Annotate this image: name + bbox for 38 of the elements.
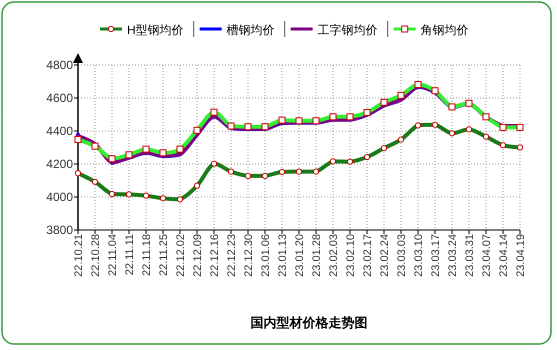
- x-tick-label: 22.11.18: [141, 234, 153, 276]
- y-tick-label: 4800: [46, 58, 74, 72]
- x-tick-label: 22.12.09: [192, 234, 204, 277]
- x-tick-label: 23.04.19: [515, 234, 527, 277]
- x-tick-label: 23.02.03: [328, 234, 340, 277]
- x-tick-label: 23.01.28: [311, 234, 323, 277]
- x-tick-label: 23.03.03: [396, 234, 408, 277]
- x-tick-label: 22.12.30: [243, 234, 255, 277]
- x-tick-label: 22.10.21: [73, 234, 85, 277]
- x-tick-label: 23.02.17: [362, 234, 374, 277]
- x-tick-label: 22.12.23: [226, 234, 238, 277]
- x-tick-label: 22.10.28: [90, 234, 102, 277]
- x-tick-label: 23.03.31: [464, 234, 476, 277]
- x-tick-label: 22.11.11: [124, 234, 136, 276]
- x-tick-label: 23.03.17: [430, 234, 442, 277]
- x-tick-label: 23.02.24: [379, 234, 391, 277]
- y-tick-label: 4600: [46, 91, 74, 105]
- legend-label: 槽钢均价: [226, 23, 275, 37]
- x-tick-label: 22.12.02: [175, 234, 187, 277]
- x-tick-label: 23.02.10: [345, 234, 357, 277]
- x-tick-label: 23.01.13: [277, 234, 289, 277]
- y-tick-label: 4000: [46, 190, 74, 204]
- text: 国内型材价格走势图: [250, 315, 368, 330]
- x-tick-label: 23.03.10: [413, 234, 425, 277]
- x-tick-label: 22.11.04: [107, 234, 119, 276]
- legend-label: H型钢均价: [127, 23, 184, 37]
- y-tick-label: 3800: [46, 223, 74, 237]
- y-tick-label: 4400: [46, 124, 74, 138]
- legend-label: 角钢均价: [420, 23, 469, 37]
- x-tick-label: 23.01.06: [260, 234, 272, 277]
- x-tick-label: 23.01.20: [294, 234, 306, 277]
- x-tick-label: 23.04.14: [498, 234, 510, 277]
- x-tick-label: 23.03.24: [447, 234, 459, 277]
- x-tick-label: 23.04.07: [481, 234, 493, 277]
- x-tick-label: 22.11.25: [158, 234, 170, 276]
- y-tick-label: 4200: [46, 157, 74, 171]
- legend-label: 工字钢均价: [318, 23, 378, 37]
- x-tick-label: 22.12.16: [209, 234, 221, 277]
